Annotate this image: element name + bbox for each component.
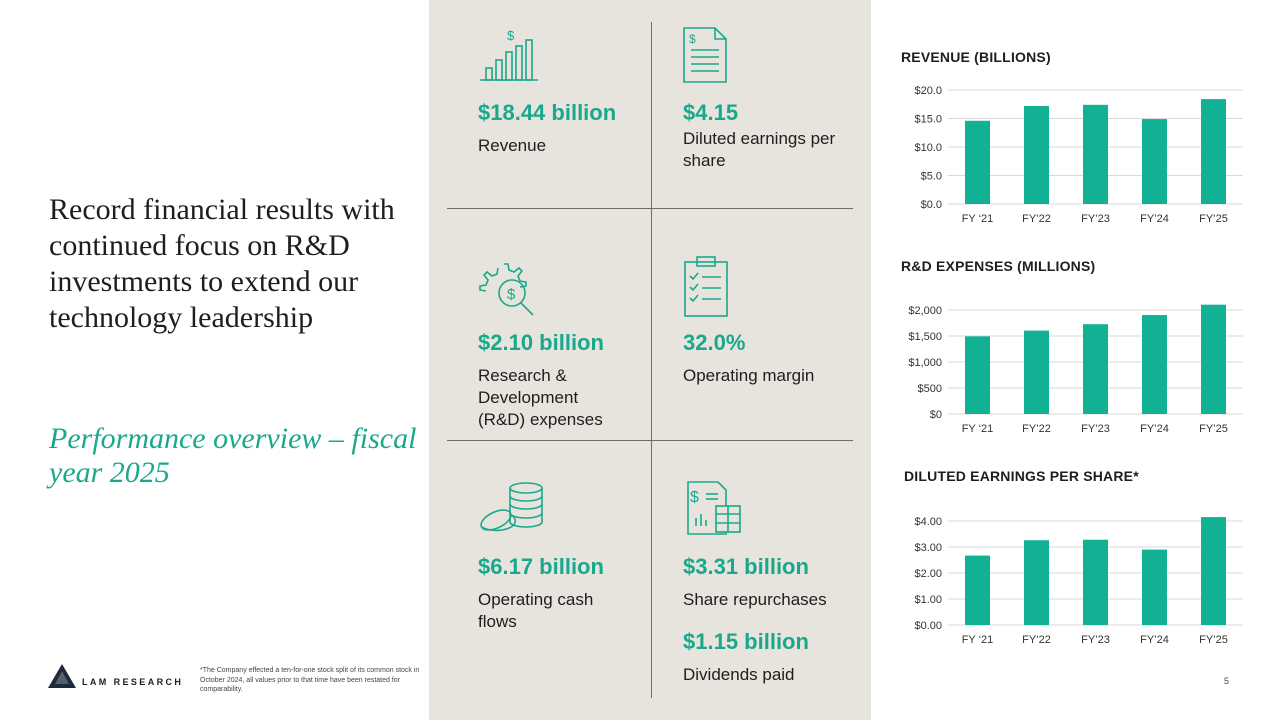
x-tick-label: FY ‘21 [962,423,994,435]
kpi-cashflow-label: Operating cash flows [478,590,594,631]
bar-rd [1201,304,1226,414]
x-tick-label: FY ‘21 [962,634,994,646]
x-tick-label: FY’24 [1140,423,1169,435]
divider-horizontal-1 [447,208,853,209]
svg-text:$: $ [507,28,515,43]
bar-chart-dollar-icon: $ [480,28,538,81]
x-tick-label: FY’24 [1140,213,1169,225]
divider-horizontal-2 [447,440,853,441]
chart-rd-title: R&D EXPENSES (MILLIONS) [901,258,1096,274]
y-tick-label: $2,000 [908,305,942,317]
y-tick-label: $20.0 [914,85,942,97]
kpi-repurchase-label: Share repurchases [683,590,827,609]
y-tick-label: $500 [918,383,942,395]
clipboard-checklist-icon [684,256,728,317]
y-tick-label: $0 [930,409,942,421]
bar-eps [965,555,990,625]
y-tick-label: $0.0 [921,199,942,211]
x-tick-label: FY’23 [1081,423,1110,435]
chart-rd: $0 $500 $1,000 $1,500 $2,000 FY ‘21 FY’22 FY’23… [908,304,1243,435]
bar-eps [1024,540,1049,625]
chart-revenue: $0.0 $5.0 $10.0 $15.0 $20.0 FY ‘21 FY’22 FY’23 F… [914,85,1243,225]
kpi-dividends-value: $1.15 billion [683,629,809,654]
kpi-eps-value: $4.15 [683,100,739,125]
x-tick-label: FY ‘21 [962,213,994,225]
divider-vertical-middle [651,209,652,441]
coins-stack-icon [480,482,543,532]
kpi-dividends-label: Dividends paid [683,665,795,684]
x-tick-label: FY’22 [1022,213,1051,225]
kpi-panel [429,0,871,720]
kpi-rd-label: Research & Development (R&D) expenses [478,366,603,429]
page-number: 5 [1223,676,1229,686]
chart-revenue-title: REVENUE (BILLIONS) [901,49,1051,65]
divider-vertical-bottom [651,441,652,698]
y-tick-label: $4.00 [914,516,942,528]
bar-revenue [965,120,990,204]
subheadline: Performance overview – fiscal year 2025 [49,422,417,489]
footnote: *The Company effected a ten-for-one stoc… [200,667,420,694]
chart-eps: $0.00 $1.00 $2.00 $3.00 $4.00 FY ‘21 FY’22 FY’2… [914,516,1243,646]
x-tick-label: FY’22 [1022,423,1051,435]
kpi-cashflow-value: $6.17 billion [478,554,604,579]
svg-text:$: $ [689,32,696,46]
headline: Record financial results with continued … [49,193,395,334]
chart-eps-title: DILUTED EARNINGS PER SHARE* [904,468,1139,484]
left-panel: Record financial results with continued … [0,0,429,720]
brand-name: LAM RESEARCH [82,677,184,687]
bar-eps [1201,517,1226,625]
bar-eps [1083,539,1108,625]
svg-text:$: $ [507,286,516,303]
gear-dollar-search-icon: $ [479,263,534,316]
svg-text:$: $ [690,489,699,506]
x-tick-label: FY’23 [1081,213,1110,225]
bar-rd [1142,315,1167,414]
kpi-revenue-value: $18.44 billion [478,100,617,125]
kpi-revenue-label: Revenue [478,136,547,155]
y-tick-label: $0.00 [914,620,942,632]
bar-eps [1142,549,1167,625]
kpi-rd-value: $2.10 billion [478,330,604,355]
x-tick-label: FY’24 [1140,634,1169,646]
y-tick-label: $5.0 [921,171,942,183]
bar-revenue [1201,99,1226,204]
kpi-margin-label: Operating margin [683,366,815,385]
x-tick-label: FY’22 [1022,634,1051,646]
kpi-repurchase-value: $3.31 billion [683,554,809,579]
bar-rd [1083,324,1108,414]
bar-rd [1024,330,1049,414]
y-tick-label: $10.0 [914,142,942,154]
calculator-document-icon: $ [687,481,741,535]
bar-revenue [1083,104,1108,204]
y-tick-label: $1.00 [914,594,942,606]
y-tick-label: $1,500 [908,331,942,343]
x-tick-label: FY’23 [1081,634,1110,646]
x-tick-label: FY’25 [1199,423,1228,435]
y-tick-label: $1,000 [908,357,942,369]
kpi-eps-label: Diluted earnings per share [683,129,836,170]
y-tick-label: $2.00 [914,568,942,580]
bar-rd [965,336,990,414]
divider-vertical-top [651,22,652,208]
x-tick-label: FY’25 [1199,213,1228,225]
document-dollar-icon: $ [683,27,727,83]
lam-research-logo-icon [48,664,76,688]
kpi-margin-value: 32.0% [683,330,746,355]
y-tick-label: $3.00 [914,542,942,554]
x-tick-label: FY’25 [1199,634,1228,646]
y-tick-label: $15.0 [914,114,942,126]
bar-revenue [1024,105,1049,204]
bar-revenue [1142,119,1167,204]
